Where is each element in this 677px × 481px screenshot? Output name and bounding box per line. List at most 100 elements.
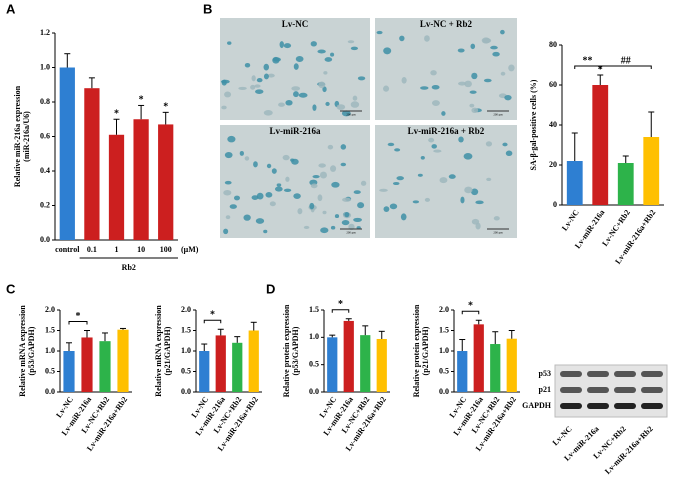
bar xyxy=(232,342,243,392)
blot-band xyxy=(560,387,582,393)
blot-band xyxy=(560,403,582,409)
y-tick-label: 0.0 xyxy=(45,387,55,396)
cell xyxy=(344,212,350,218)
y-tick-label: 1.5 xyxy=(439,325,449,334)
cell xyxy=(293,63,299,70)
cell xyxy=(254,84,261,88)
cell xyxy=(274,186,283,192)
y-tick-label: 0.0 xyxy=(40,235,50,244)
scale-bar-label: 200 μm xyxy=(493,113,503,117)
cell xyxy=(483,78,492,83)
cell xyxy=(471,72,478,80)
significance: * xyxy=(163,102,168,113)
y-axis-label: Relative mRNA expression xyxy=(18,305,27,397)
cell xyxy=(263,229,268,234)
cell xyxy=(400,213,407,221)
bar xyxy=(215,335,226,392)
cell xyxy=(464,80,472,88)
significance: * xyxy=(139,95,144,106)
y-tick-label: 1.0 xyxy=(45,346,55,355)
cell xyxy=(439,177,448,184)
y-axis-label: (p53/GAPDH) xyxy=(27,326,36,375)
bracket xyxy=(203,319,222,324)
cell xyxy=(360,180,367,186)
cell xyxy=(341,219,350,226)
cell xyxy=(357,76,366,81)
cell xyxy=(330,225,336,230)
cell xyxy=(502,142,508,147)
cell xyxy=(412,200,420,204)
cell xyxy=(387,142,395,147)
cell xyxy=(256,192,264,200)
cell xyxy=(255,89,264,94)
cell xyxy=(318,81,326,89)
y-axis-label: Relative miR-216a expression xyxy=(13,85,22,187)
cell xyxy=(278,102,285,107)
cell xyxy=(283,43,292,49)
cell xyxy=(255,218,265,224)
cell xyxy=(458,81,467,86)
cell xyxy=(269,201,276,207)
y-tick-label: 1.5 xyxy=(181,325,191,334)
cell xyxy=(336,104,346,110)
cell xyxy=(318,163,326,168)
cell xyxy=(417,173,423,177)
bracket xyxy=(461,310,480,315)
cell xyxy=(225,215,231,220)
y-tick-label: 0.4 xyxy=(40,166,50,175)
y-tick-label: 1.0 xyxy=(439,346,449,355)
y-axis-label: (p21/GAPDH) xyxy=(163,326,172,375)
y-tick-label: 0.0 xyxy=(309,387,319,396)
y-axis-label: Relative mRNA expression xyxy=(154,305,163,397)
bar xyxy=(617,163,634,205)
cell xyxy=(424,35,430,42)
y-axis-label: Relative protein expression xyxy=(282,304,291,397)
cell xyxy=(357,202,365,209)
significance: * xyxy=(210,310,215,321)
cell xyxy=(320,227,329,234)
cell xyxy=(353,190,361,194)
blot-band xyxy=(614,371,636,377)
cell xyxy=(319,171,327,179)
y-tick-label: 0.5 xyxy=(439,366,449,375)
cell xyxy=(223,189,232,196)
micrograph-label: Lv-miR-216a + Rb2 xyxy=(408,126,485,136)
cell xyxy=(482,38,492,44)
cell xyxy=(504,95,512,101)
cell xyxy=(263,73,269,80)
cell xyxy=(464,186,473,194)
y-tick-label: 20 xyxy=(549,160,557,169)
bar xyxy=(81,337,93,392)
cell xyxy=(441,111,446,116)
y-tick-label: 2.0 xyxy=(181,305,191,314)
bar xyxy=(643,137,660,205)
y-tick-label: 0.5 xyxy=(45,366,55,375)
cell xyxy=(317,49,326,54)
bracket xyxy=(599,65,652,69)
y-tick-label: 0.0 xyxy=(439,387,449,396)
significance: * xyxy=(114,109,119,120)
micrograph-label: Lv-NC + Rb2 xyxy=(420,19,473,29)
significance: * xyxy=(468,301,473,312)
micrograph-label: Lv-NC xyxy=(282,19,309,29)
group-label: Rb2 xyxy=(122,263,136,272)
cell xyxy=(297,208,303,215)
blot-band xyxy=(614,403,636,409)
cell xyxy=(376,30,383,35)
unit-label: (μM) xyxy=(181,245,199,254)
cell xyxy=(392,181,400,186)
cell xyxy=(431,84,440,90)
y-tick-label: 1.2 xyxy=(40,28,50,37)
bar xyxy=(84,88,100,240)
micrograph-label: Lv-miR-216a xyxy=(270,126,321,136)
panel-label: B xyxy=(203,1,212,16)
cell xyxy=(493,216,500,221)
y-axis-label: (miR-216a/U6) xyxy=(22,111,31,162)
cell xyxy=(340,162,347,167)
cell xyxy=(324,57,333,62)
blot-band xyxy=(641,403,663,409)
y-axis-label: SA-β-gal-positive cells (%) xyxy=(529,79,538,170)
cell xyxy=(224,180,232,185)
bar xyxy=(376,338,387,392)
y-tick-label: 60 xyxy=(549,80,557,89)
